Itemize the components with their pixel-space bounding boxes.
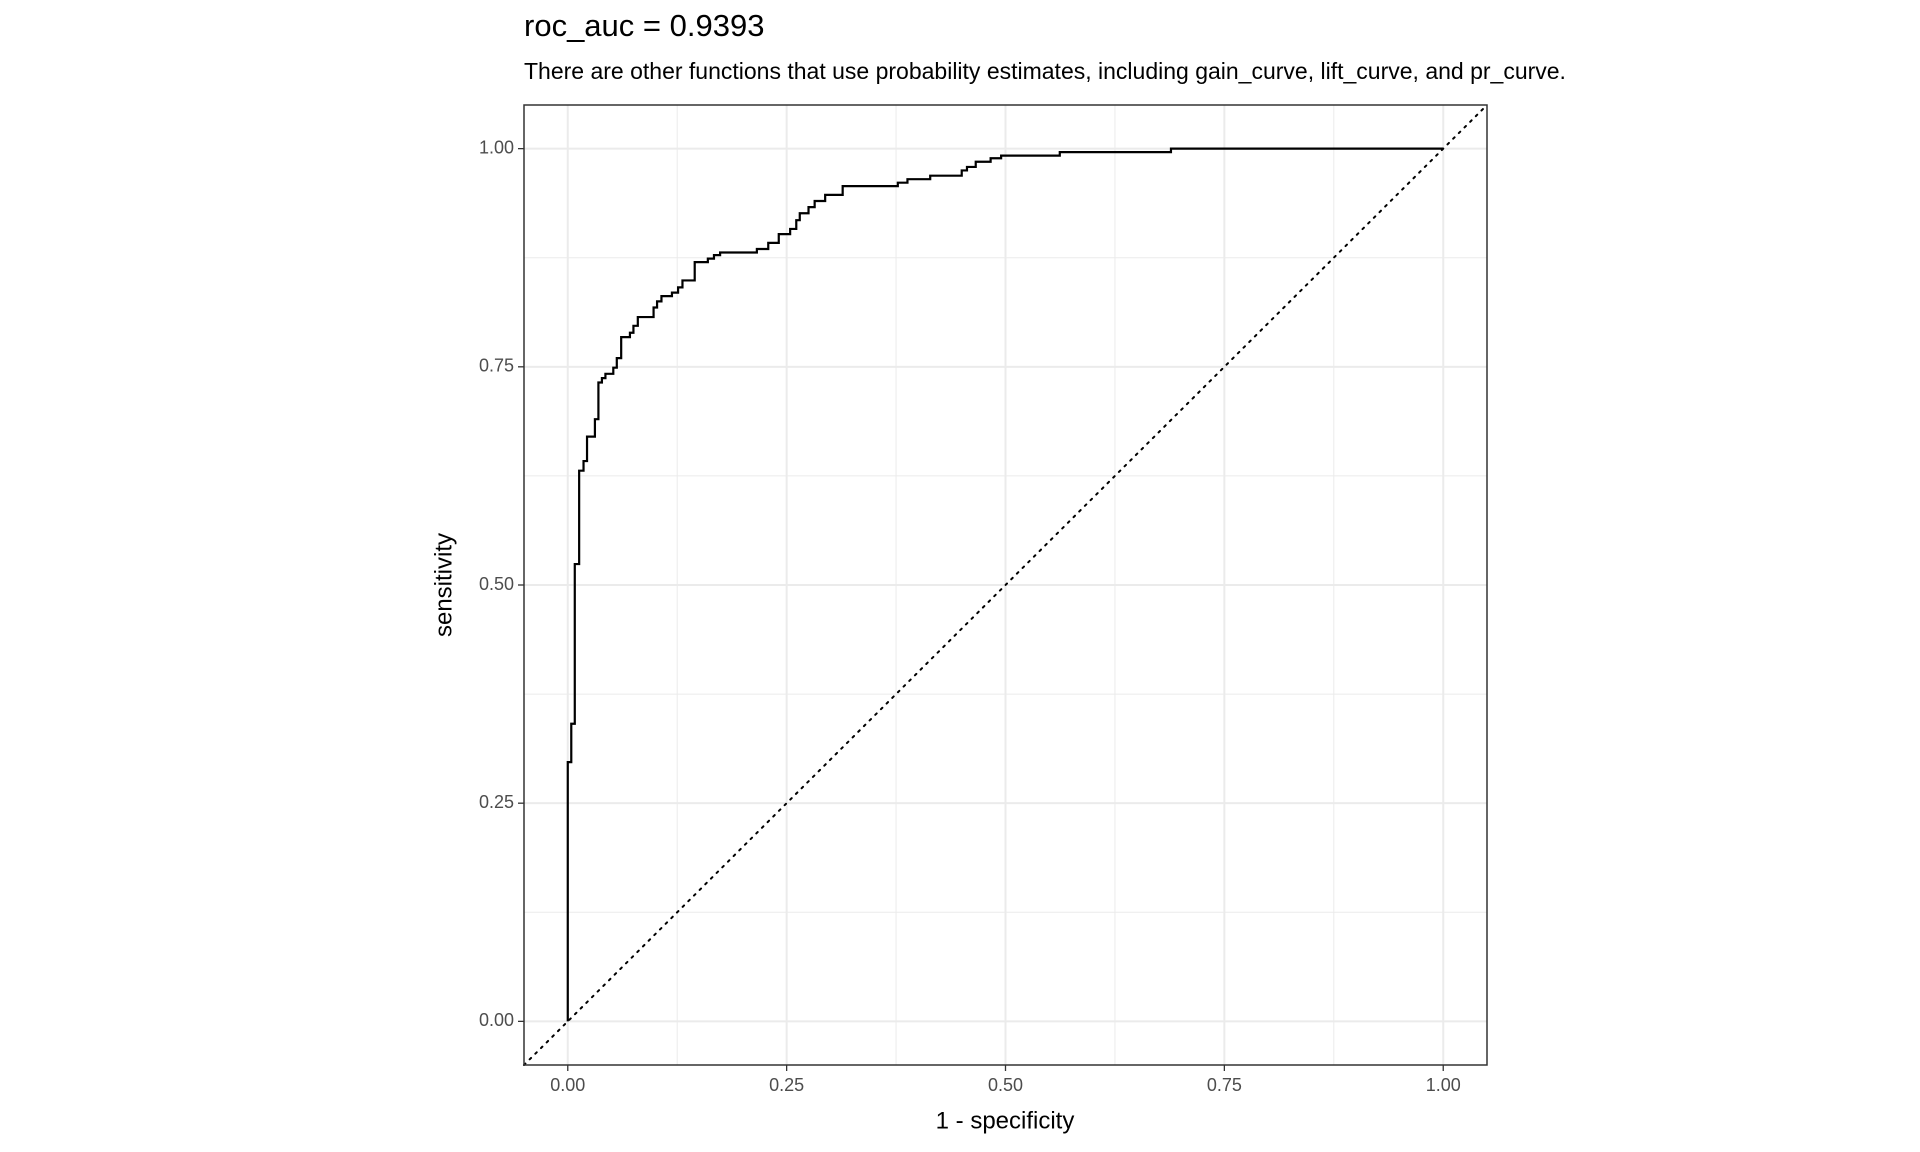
x-tick-label: 0.00 [550,1075,585,1095]
panel-border [523,104,1488,1066]
chart-subtitle: There are other functions that use proba… [524,58,1566,84]
y-tick-label: 0.75 [479,356,514,376]
y-tick-label: 0.25 [479,792,514,812]
x-axis-title: 1 - specificity [936,1107,1075,1134]
reference-line [523,104,1488,1066]
x-tick-label: 0.75 [1207,1075,1242,1095]
x-tick-label: 1.00 [1426,1075,1461,1095]
x-tick-label: 0.50 [988,1075,1023,1095]
y-tick-label: 1.00 [479,137,514,157]
y-tick-label: 0.50 [479,574,514,594]
y-tick-label: 0.00 [479,1010,514,1030]
chart-title: roc_auc = 0.9393 [524,8,764,43]
x-tick-label: 0.25 [769,1075,804,1095]
roc-curve [566,147,1444,1022]
y-axis-title: sensitivity [430,533,457,637]
